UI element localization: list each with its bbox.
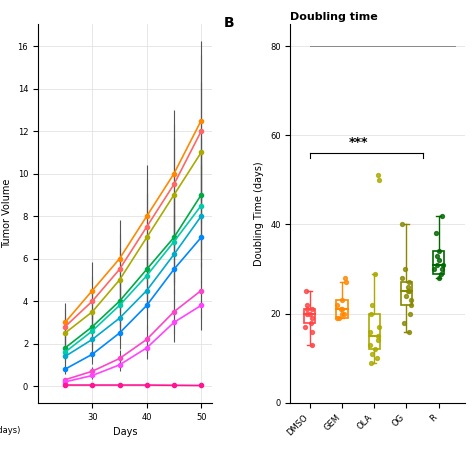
Point	[405, 279, 412, 286]
Point	[342, 274, 349, 282]
Point	[343, 279, 350, 286]
Point	[338, 297, 346, 304]
Point	[402, 292, 410, 300]
Text: B: B	[224, 16, 235, 30]
Point	[309, 314, 316, 322]
Bar	[304, 309, 315, 323]
Point	[338, 305, 346, 313]
Point	[335, 314, 343, 322]
Point	[438, 270, 445, 277]
Point	[366, 328, 374, 335]
Text: (days): (days)	[0, 426, 21, 435]
Point	[433, 261, 441, 268]
Point	[367, 310, 374, 318]
Point	[439, 261, 447, 268]
Point	[373, 355, 380, 362]
Point	[375, 176, 383, 183]
Bar	[369, 314, 380, 349]
Point	[404, 288, 411, 295]
Point	[399, 221, 406, 228]
Point	[306, 310, 313, 318]
Point	[400, 319, 408, 327]
Point	[435, 247, 443, 255]
Point	[438, 265, 446, 273]
Point	[309, 305, 316, 313]
Point	[401, 265, 408, 273]
Point	[334, 314, 341, 322]
Point	[430, 265, 438, 273]
Bar	[433, 251, 444, 273]
Point	[309, 328, 316, 335]
Point	[372, 270, 379, 277]
Point	[366, 341, 374, 349]
Text: Doubling time: Doubling time	[291, 11, 378, 21]
Point	[307, 319, 315, 327]
Point	[368, 350, 376, 357]
Point	[374, 332, 382, 340]
Point	[340, 310, 348, 318]
Point	[374, 337, 382, 344]
Bar	[401, 283, 412, 305]
Point	[308, 341, 315, 349]
Point	[438, 212, 446, 219]
Point	[435, 274, 443, 282]
Point	[407, 297, 415, 304]
Point	[405, 328, 413, 335]
Point	[374, 172, 382, 179]
Point	[371, 346, 378, 353]
Point	[367, 359, 374, 366]
Point	[301, 323, 309, 331]
Point	[303, 310, 311, 318]
Point	[407, 301, 415, 309]
Point	[405, 288, 413, 295]
Point	[303, 301, 310, 309]
Text: ***: ***	[348, 136, 368, 149]
Point	[337, 305, 345, 313]
Bar	[337, 301, 347, 318]
Point	[406, 310, 413, 318]
Point	[433, 252, 441, 259]
Y-axis label: Tumor Volume: Tumor Volume	[2, 179, 12, 248]
Y-axis label: Doubling Time (days): Doubling Time (days)	[255, 161, 264, 265]
Point	[302, 288, 310, 295]
Point	[404, 283, 411, 291]
Point	[334, 301, 341, 309]
Point	[338, 310, 346, 318]
Point	[435, 256, 443, 264]
Point	[398, 274, 406, 282]
Point	[303, 305, 310, 313]
Point	[375, 323, 383, 331]
Point	[432, 229, 440, 237]
Point	[368, 301, 376, 309]
X-axis label: Days: Days	[113, 427, 137, 437]
